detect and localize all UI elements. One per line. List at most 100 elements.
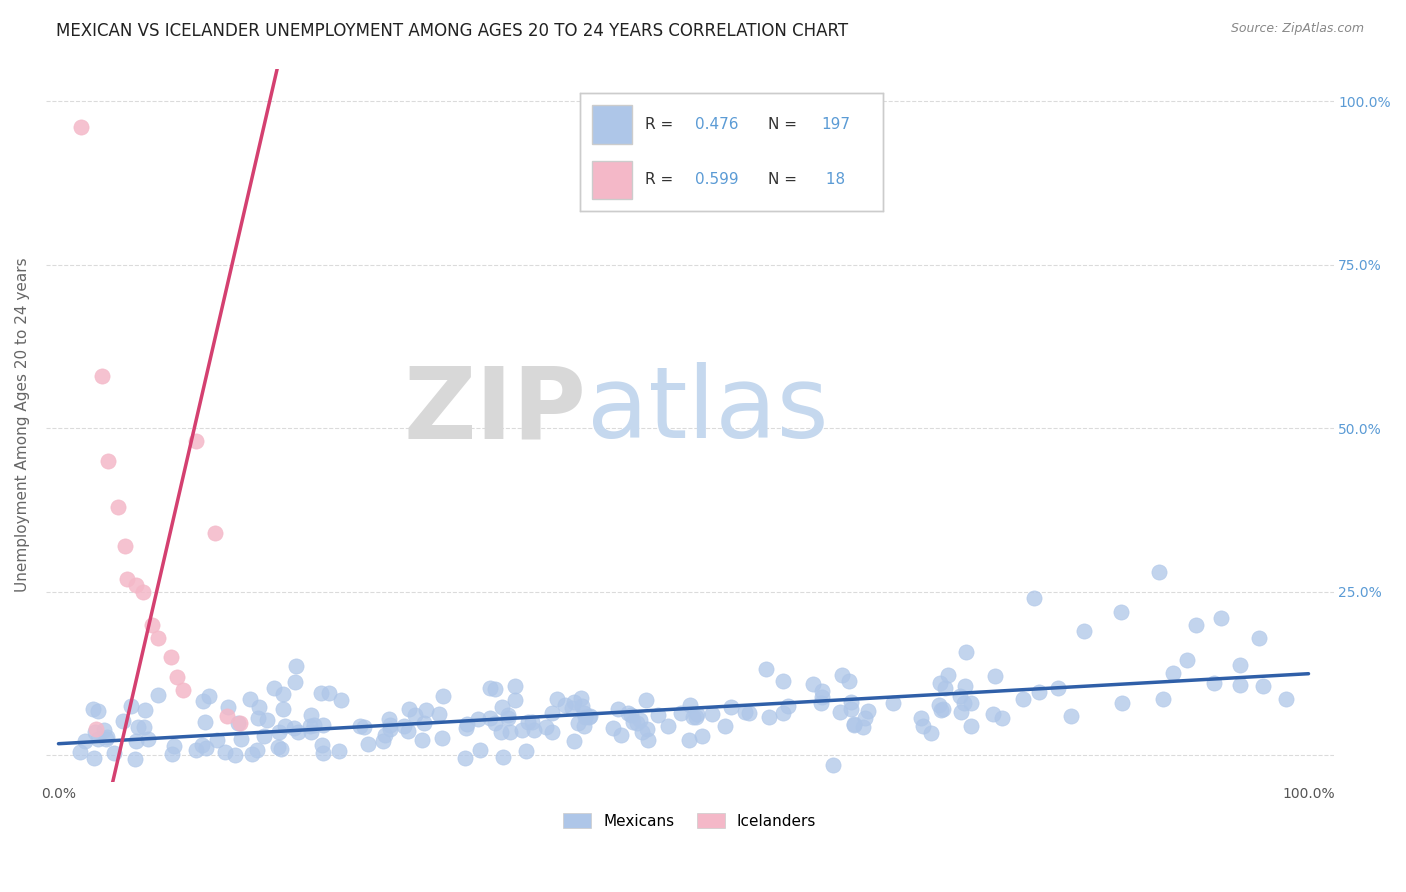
Point [194,741,217,756]
Point [478,681,501,696]
Point [454,751,477,765]
Point [84,723,107,737]
Point [112,714,135,728]
Point [623,714,645,729]
Point [69,745,91,759]
Point [1011,692,1033,706]
Text: Source: ZipAtlas.com: Source: ZipAtlas.com [1230,22,1364,36]
Point [253,730,276,744]
Point [571,698,593,713]
Point [91,369,114,384]
Point [911,719,934,733]
Point [184,434,207,449]
Point [263,681,285,695]
Point [682,709,704,723]
Point [467,713,489,727]
Point [562,695,585,709]
Point [184,743,207,757]
Point [378,712,401,726]
Point [692,729,714,743]
Point [928,675,950,690]
Point [194,714,217,729]
Point [801,676,824,690]
Point [162,747,184,761]
Point [124,752,146,766]
Point [620,708,643,723]
Point [83,725,105,739]
Point [853,711,876,725]
Point [115,572,138,586]
Point [396,723,419,738]
Point [496,711,519,725]
Point [204,526,226,541]
Point [626,715,648,730]
Point [489,724,512,739]
Point [491,750,513,764]
Point [991,711,1014,725]
Point [540,706,562,720]
Point [828,705,851,719]
Point [267,725,290,739]
Point [285,659,308,673]
Point [953,679,976,693]
Point [247,699,270,714]
Point [349,719,371,733]
Point [283,722,305,736]
Point [738,706,761,720]
Point [778,699,800,714]
Point [1204,675,1226,690]
Point [1111,696,1133,710]
Point [1028,685,1050,699]
Point [318,686,340,700]
Text: ZIP: ZIP [404,362,586,459]
Point [1060,709,1083,723]
Point [415,702,437,716]
Point [246,743,269,757]
Point [1229,678,1251,692]
Point [572,719,595,733]
Point [298,719,321,733]
Point [714,719,737,733]
Point [478,711,501,725]
Point [569,691,592,706]
Point [132,585,155,599]
Point [920,726,942,740]
Point [984,669,1007,683]
Point [772,674,794,689]
Point [700,706,723,721]
Point [107,500,129,514]
Point [949,689,972,703]
Point [456,717,478,731]
Point [217,709,239,723]
Point [758,709,780,723]
Point [284,674,307,689]
Point [430,731,453,746]
Point [125,733,148,747]
Point [1275,692,1298,706]
Point [271,702,294,716]
Point [141,617,163,632]
Point [503,693,526,707]
Point [1022,591,1045,606]
Point [842,717,865,731]
Point [328,744,350,758]
Point [810,696,832,710]
Point [950,705,973,719]
Point [578,709,600,723]
Point [578,710,600,724]
Point [229,731,252,746]
Point [398,702,420,716]
Point [93,723,115,737]
Point [522,714,544,729]
Point [657,719,679,733]
Point [302,718,325,732]
Point [404,708,426,723]
Y-axis label: Unemployment Among Ages 20 to 24 years: Unemployment Among Ages 20 to 24 years [15,258,30,592]
Point [515,744,537,758]
Point [353,720,375,734]
Point [190,738,212,752]
Point [226,715,249,730]
Point [523,723,546,737]
Point [484,682,506,697]
Point [574,709,596,723]
